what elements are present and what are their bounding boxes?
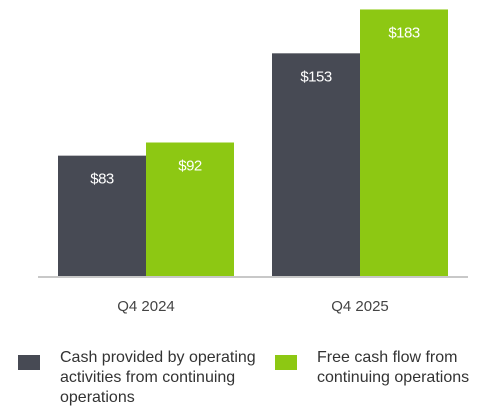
bar bbox=[58, 155, 146, 277]
legend-label: Free cash flow from continuing operation… bbox=[317, 349, 470, 386]
legend-item: Cash provided by operating activities fr… bbox=[18, 348, 260, 408]
data-label: $83 bbox=[90, 171, 114, 188]
legend-swatch bbox=[275, 355, 297, 370]
data-label: $183 bbox=[388, 24, 420, 41]
legend-item: Free cash flow from continuing operation… bbox=[275, 348, 493, 388]
data-label: $153 bbox=[300, 68, 332, 85]
chart: Q4 2024 $83 $92 Q4 2025 $153 $183 bbox=[38, 9, 468, 315]
bar bbox=[272, 53, 360, 278]
x-tick-label: Q4 2025 bbox=[331, 298, 389, 315]
legend-label: Cash provided by operating activities fr… bbox=[60, 349, 256, 406]
x-tick-label: Q4 2024 bbox=[117, 298, 175, 315]
data-label: $92 bbox=[178, 157, 202, 174]
legend-swatch bbox=[18, 355, 40, 370]
bar bbox=[360, 9, 448, 278]
bar bbox=[146, 142, 234, 277]
